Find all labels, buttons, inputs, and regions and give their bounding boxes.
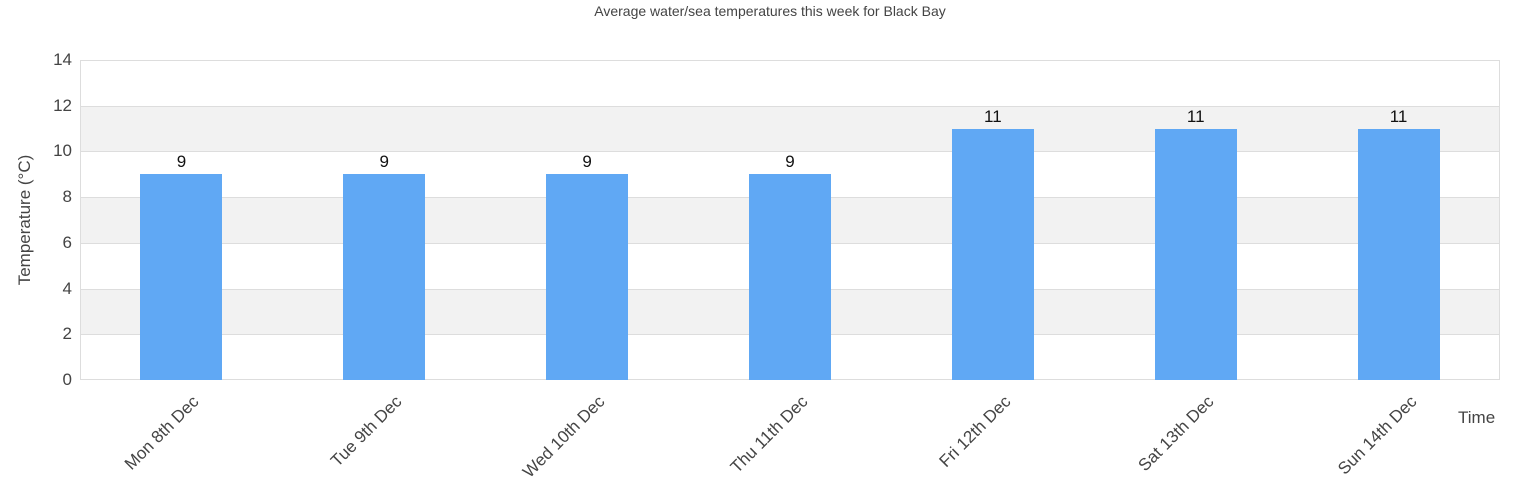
y-tick-label: 0 — [62, 370, 72, 389]
y-tick-label: 12 — [53, 95, 72, 115]
bar[interactable] — [343, 174, 426, 380]
gridline — [81, 105, 1499, 107]
y-tick-label: 2 — [62, 324, 72, 344]
bar[interactable] — [749, 174, 831, 380]
x-axis-label: Time — [1458, 408, 1496, 427]
y-tick-label: 6 — [62, 232, 72, 252]
bar[interactable] — [546, 174, 629, 380]
data-label: 11 — [1186, 106, 1205, 126]
x-tick-label: Sun 14th Dec — [1333, 392, 1420, 479]
bar[interactable] — [1154, 128, 1237, 380]
x-tick-label: Thu 11th Dec — [726, 392, 812, 477]
y-tick-label: 4 — [62, 278, 72, 298]
bar[interactable] — [1357, 128, 1440, 380]
bar[interactable] — [951, 128, 1034, 380]
y-tick-label: 14 — [53, 50, 72, 69]
y-tick-label: 8 — [62, 187, 72, 207]
data-label: 9 — [379, 152, 390, 172]
data-label: 11 — [1389, 106, 1408, 126]
grid-band — [81, 106, 1499, 153]
x-tick-label: Mon 8th Dec — [121, 392, 203, 474]
chart-title: Average water/sea temperatures this week… — [594, 3, 946, 19]
y-tick-label: 10 — [53, 141, 72, 161]
data-label: 9 — [785, 152, 795, 172]
gridline — [81, 151, 1499, 153]
data-label: 11 — [984, 106, 1002, 126]
x-tick-label: Wed 10th Dec — [519, 392, 609, 482]
x-tick-label: Sat 13th Dec — [1134, 392, 1218, 475]
data-label: 9 — [582, 152, 592, 172]
x-tick-label: Tue 9th Dec — [327, 392, 406, 471]
x-tick-label: Fri 12th Dec — [935, 392, 1015, 471]
data-label: 9 — [176, 152, 187, 172]
y-axis-label: Temperature (°C) — [15, 154, 34, 286]
bar[interactable] — [140, 174, 223, 380]
